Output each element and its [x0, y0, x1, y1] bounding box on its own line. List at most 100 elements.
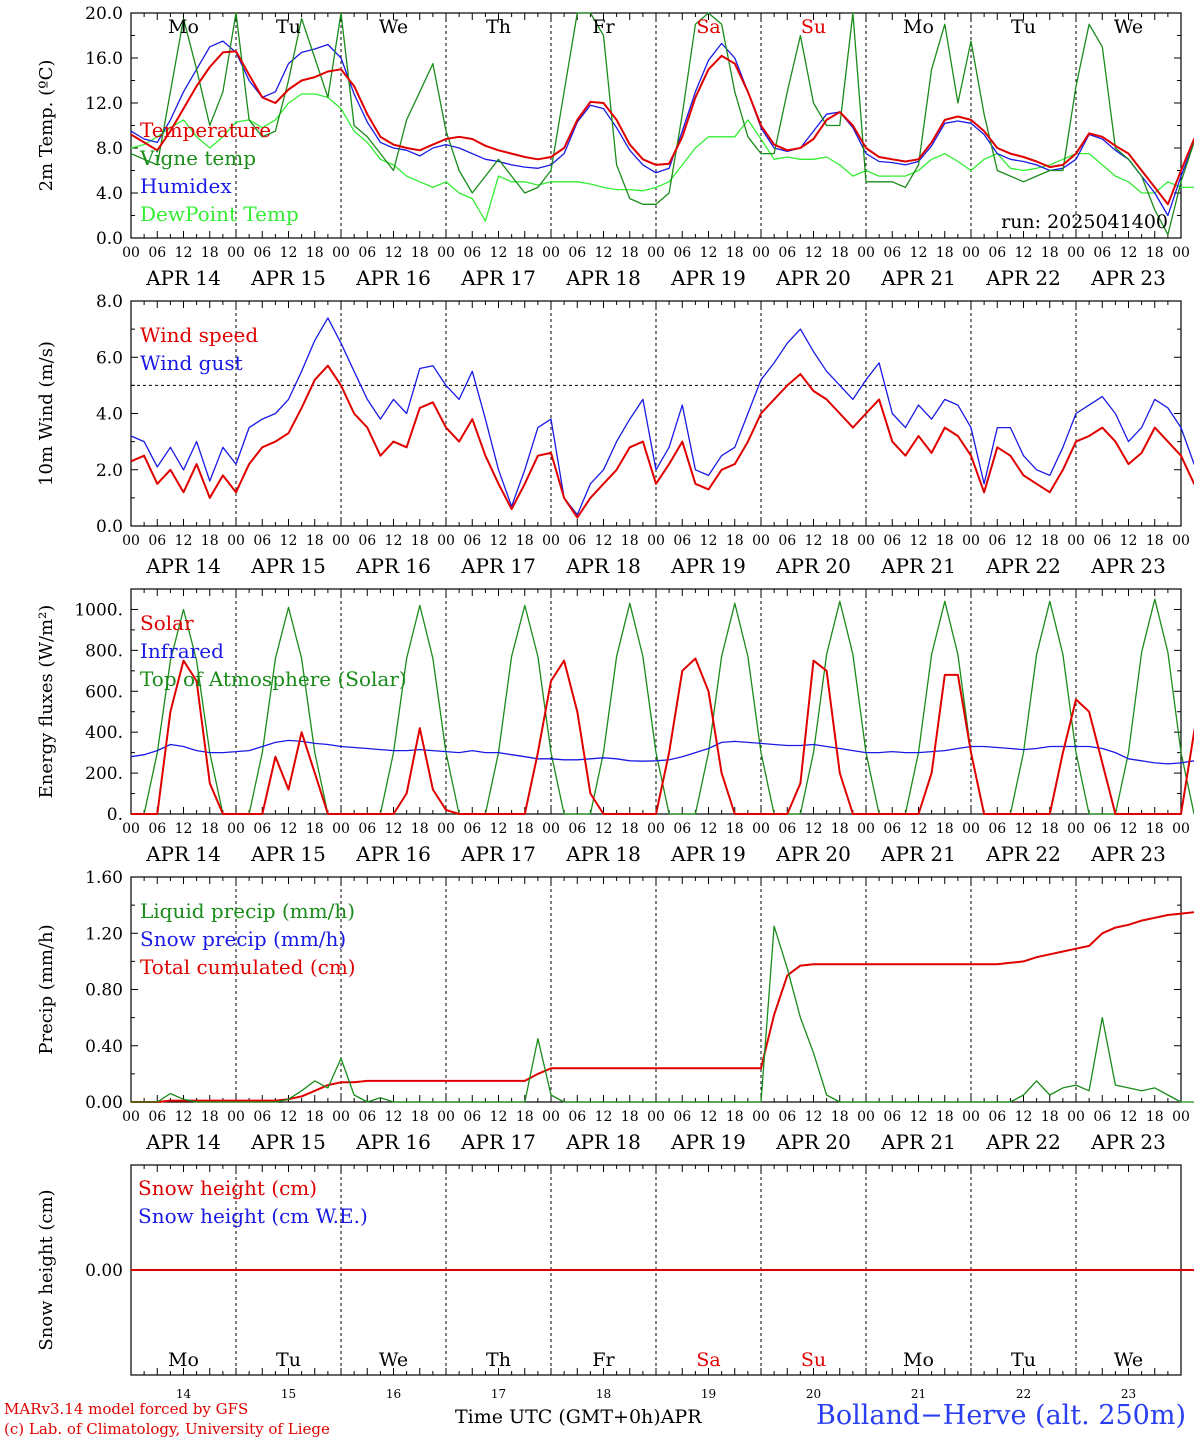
temp-x-hour-label: 12 — [280, 245, 298, 261]
energy-legend-entry: Top of Atmosphere (Solar) — [140, 667, 407, 691]
temp-x-hour-label: 12 — [700, 245, 718, 261]
energy-x-hour-label: 06 — [1093, 821, 1111, 837]
day-number-label: 18 — [596, 1387, 611, 1401]
wind-x-hour-label: 06 — [358, 533, 376, 549]
temp-x-date-label: APR 18 — [565, 266, 641, 290]
precip-x-hour-label: 12 — [490, 1109, 508, 1125]
precip-x-date-label: APR 15 — [250, 1130, 326, 1154]
precip-y-axis-label: Precip (mm/h) — [36, 924, 57, 1054]
wind-x-hour-label: 00 — [1067, 533, 1085, 549]
energy-x-hour-label: 12 — [700, 821, 718, 837]
weekday-label-bottom: Su — [801, 1349, 826, 1371]
wind-x-hour-label: 00 — [227, 533, 245, 549]
temp-x-hour-label: 12 — [805, 245, 823, 261]
temp-x-hour-label: 18 — [1146, 245, 1164, 261]
precip-x-hour-label: 00 — [542, 1109, 560, 1125]
energy-x-hour-label: 06 — [883, 821, 901, 837]
wind-legend-entry: Wind gust — [140, 351, 243, 375]
precip-x-hour-label: 06 — [463, 1109, 481, 1125]
energy-x-hour-label: 12 — [280, 821, 298, 837]
wind-x-hour-label: 18 — [201, 533, 219, 549]
temp-x-hour-label: 00 — [1067, 245, 1085, 261]
site-name: Bolland−Herve (alt. 250m) — [816, 1400, 1186, 1431]
wind-x-hour-label: 00 — [542, 533, 560, 549]
wind-x-date-label: APR 15 — [250, 554, 326, 578]
precip-x-hour-label: 00 — [962, 1109, 980, 1125]
wind-x-hour-label: 00 — [1172, 533, 1190, 549]
precip-y-tick-label: 1.20 — [85, 924, 123, 944]
weekday-label-bottom: Sa — [696, 1349, 720, 1371]
precip-x-date-label: APR 22 — [985, 1130, 1061, 1154]
wind-x-hour-label: 18 — [831, 533, 849, 549]
temp-y-tick-label: 12.0 — [85, 94, 123, 114]
wind-x-date-label: APR 22 — [985, 554, 1061, 578]
energy-x-hour-label: 00 — [1172, 821, 1190, 837]
weekday-label-top: Mo — [168, 16, 199, 38]
temp-x-hour-label: 18 — [621, 245, 639, 261]
temp-legend-entry: Temperature — [140, 118, 271, 142]
precip-x-date-label: APR 20 — [775, 1130, 851, 1154]
temp-x-hour-label: 06 — [568, 245, 586, 261]
wind-x-hour-label: 06 — [568, 533, 586, 549]
precip-x-hour-label: 00 — [647, 1109, 665, 1125]
weekday-label-top: Su — [801, 16, 826, 38]
energy-series-infrared — [130, 739, 1194, 765]
energy-x-hour-label: 18 — [411, 821, 429, 837]
temp-legend-entry: Humidex — [140, 174, 232, 198]
precip-x-hour-label: 12 — [700, 1109, 718, 1125]
energy-frame — [130, 588, 1182, 815]
energy-x-hour-label: 00 — [122, 821, 140, 837]
precip-panel: 0.00 0.40 0.80 1.20 1.60 Precip (mm/h) Liquid … — [36, 868, 1194, 1154]
precip-x-hour-label: 12 — [175, 1109, 193, 1125]
wind-x-hour-label: 00 — [122, 533, 140, 549]
temp-x-date-label: APR 14 — [145, 266, 221, 290]
temp-x-hour-label: 12 — [175, 245, 193, 261]
energy-x-hour-label: 06 — [358, 821, 376, 837]
weekday-label-bottom: Mo — [168, 1349, 199, 1371]
wind-x-date-label: APR 19 — [670, 554, 746, 578]
snow-y-axis-label: Snow height (cm) — [36, 1189, 57, 1350]
temp-x-hour-label: 12 — [595, 245, 613, 261]
energy-x-date-label: APR 23 — [1090, 842, 1166, 866]
precip-series-total-cumulated-cm — [131, 911, 1194, 1103]
wind-x-hour-label: 06 — [463, 533, 481, 549]
energy-x-hour-label: 00 — [542, 821, 560, 837]
energy-y-tick-label: 400. — [85, 723, 123, 743]
time-axis-text: Time UTC (GMT+0h) — [455, 1406, 661, 1428]
energy-x-hour-label: 00 — [1067, 821, 1085, 837]
energy-x-hour-label: 18 — [1041, 821, 1059, 837]
energy-x-hour-label: 00 — [332, 821, 350, 837]
temp-x-hour-label: 06 — [148, 245, 166, 261]
energy-x-date-label: APR 20 — [775, 842, 851, 866]
wind-x-hour-label: 06 — [883, 533, 901, 549]
energy-x-hour-label: 18 — [726, 821, 744, 837]
energy-x-hour-label: 18 — [936, 821, 954, 837]
precip-x-hour-label: 18 — [1146, 1109, 1164, 1125]
wind-x-hour-label: 12 — [700, 533, 718, 549]
temp-x-date-label: APR 20 — [775, 266, 851, 290]
energy-x-hour-label: 12 — [1120, 821, 1138, 837]
precip-x-hour-label: 18 — [621, 1109, 639, 1125]
precip-x-hour-label: 06 — [148, 1109, 166, 1125]
precip-x-hour-label: 00 — [122, 1109, 140, 1125]
precip-x-hour-label: 00 — [752, 1109, 770, 1125]
energy-x-hour-label: 06 — [253, 821, 271, 837]
snow-y-tick-label: 0.00 — [85, 1261, 123, 1281]
temp-x-hour-label: 00 — [122, 245, 140, 261]
temp-y-tick-label: 16.0 — [85, 49, 123, 69]
snow-legend-entry: Snow height (cm W.E.) — [138, 1204, 368, 1228]
wind-x-date-label: APR 14 — [145, 554, 221, 578]
energy-x-hour-label: 12 — [1015, 821, 1033, 837]
energy-x-hour-label: 12 — [385, 821, 403, 837]
energy-x-date-label: APR 14 — [145, 842, 221, 866]
energy-x-hour-label: 00 — [227, 821, 245, 837]
precip-series-liquid-precip-mm-h — [131, 925, 1194, 1103]
wind-x-hour-label: 06 — [778, 533, 796, 549]
temp-y-tick-label: 8.0 — [96, 139, 123, 159]
precip-x-hour-label: 12 — [385, 1109, 403, 1125]
precip-x-hour-label: 06 — [1093, 1109, 1111, 1125]
precip-x-date-label: APR 14 — [145, 1130, 221, 1154]
precip-legend-entry: Liquid precip (mm/h) — [140, 899, 355, 923]
temp-series-humidex — [130, 40, 1194, 217]
